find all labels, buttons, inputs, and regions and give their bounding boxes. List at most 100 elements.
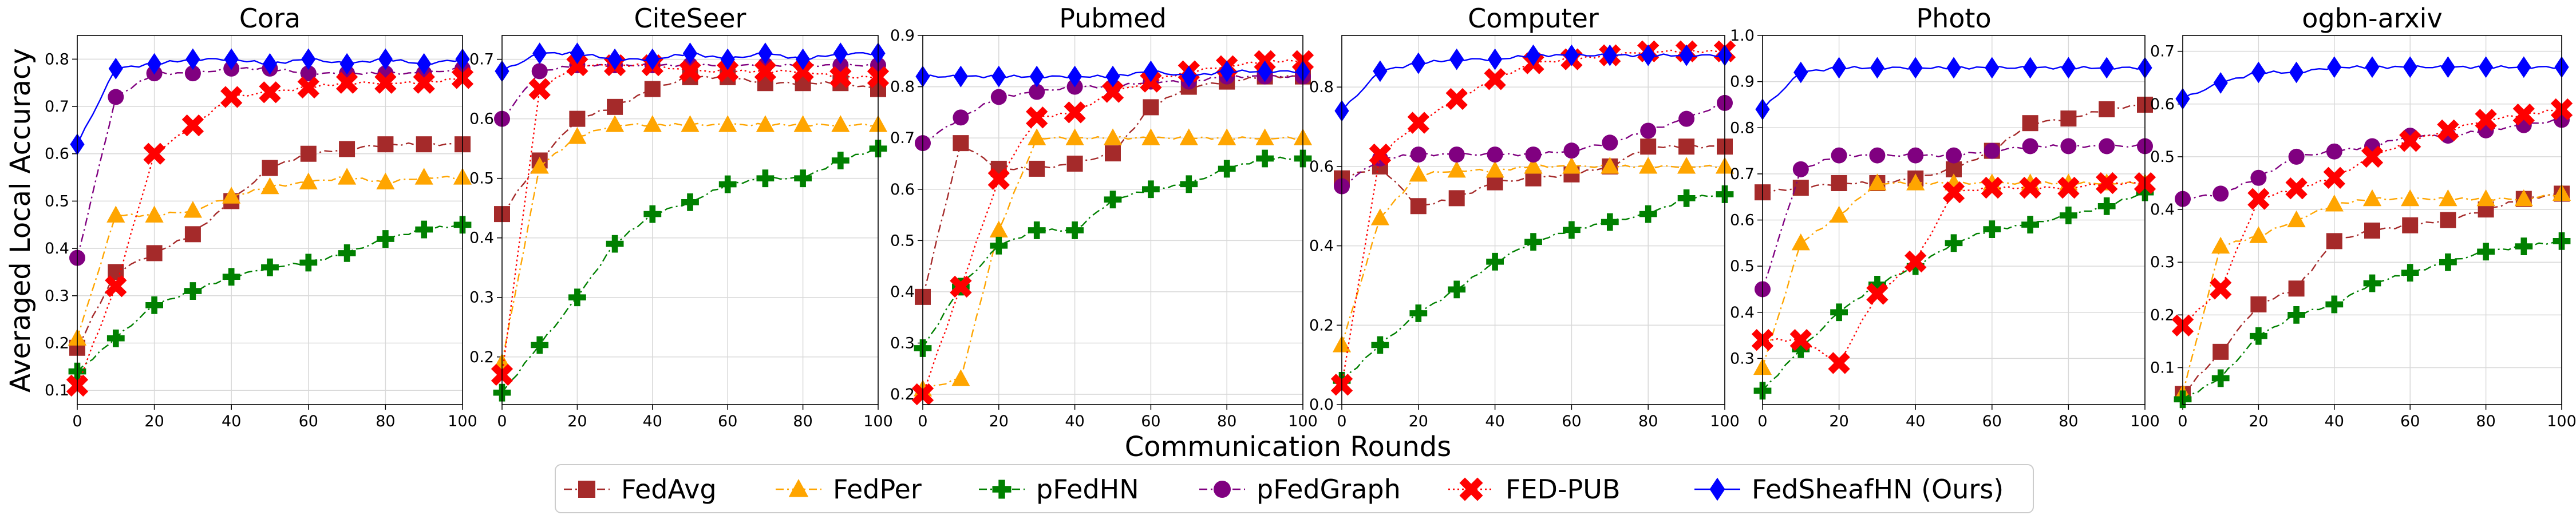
y-tick-label: 0.3 [1730, 350, 1755, 367]
data-point-fedper [1179, 128, 1198, 145]
data-point-fed-pub [2475, 109, 2497, 131]
data-point-pfedhn [2060, 207, 2077, 224]
series-fedper [68, 168, 472, 346]
legend-item-fed-pub: FED-PUB [1448, 474, 1621, 505]
data-point-fed-pub [181, 114, 204, 137]
data-point-fed-pub [2361, 145, 2384, 168]
data-point-pfedgraph [2288, 148, 2305, 165]
data-point-fedsheafhn-ours [1564, 44, 1579, 66]
series-line-fed-pub [1762, 181, 2146, 364]
data-point-pfedgraph [300, 65, 317, 82]
data-point-pfedhn [1104, 191, 1122, 209]
data-point-fedsheafhn-ours [796, 48, 811, 70]
data-point-fed-pub [297, 76, 319, 99]
series-line-fed-pub [2182, 108, 2562, 326]
data-point-pfedgraph [1602, 134, 1618, 151]
data-point-fed-pub [1445, 88, 1468, 110]
chart-title: ogbn-arxiv [2302, 3, 2442, 34]
data-point-pfedhn [377, 230, 394, 248]
data-point-fed-pub [2210, 278, 2232, 300]
y-tick-label: 0.5 [469, 170, 494, 188]
y-tick-label: 0.3 [469, 289, 494, 307]
data-point-fedper [260, 177, 279, 195]
data-point-fedsheafhn-ours [1526, 44, 1541, 66]
data-point-fedper [1830, 205, 1848, 223]
series-fed-pub [1751, 172, 2156, 374]
x-tick-label: 20 [1409, 413, 1428, 430]
x-tick-label: 0 [1337, 413, 1346, 430]
y-tick-label: 0.8 [1730, 119, 1755, 137]
y-tick-label: 0.1 [2150, 359, 2175, 377]
legend-marker [788, 479, 809, 497]
y-tick-label: 0.6 [1730, 212, 1755, 229]
x-tick-label: 40 [2325, 413, 2344, 430]
data-point-fed-pub [950, 275, 972, 298]
y-tick-label: 0.5 [45, 192, 69, 210]
data-point-fed-pub [754, 60, 777, 82]
y-tick-label: 0.1 [45, 382, 69, 399]
data-point-fedavg [1029, 160, 1045, 177]
y-tick-label: 0.2 [469, 348, 494, 366]
data-point-pfedgraph [1410, 146, 1427, 163]
data-point-pfedhn [1639, 205, 1657, 223]
data-point-fed-pub [1789, 328, 1812, 351]
chart-panel-computer: 0 20 40 60 80 100 0.0 0.2 0.4 0.6 0.8 Computer [1309, 3, 1740, 430]
data-point-pfedgraph [108, 89, 124, 105]
data-point-fedper [1791, 233, 1810, 251]
y-tick-label: 0.4 [890, 283, 915, 301]
data-point-fedsheafhn-ours [1946, 57, 1961, 79]
y-tick-label: 0.4 [1730, 304, 1755, 322]
data-point-fedsheafhn-ours [720, 48, 735, 70]
series-line-fedper [2182, 193, 2562, 394]
legend-label: FedPer [833, 474, 922, 505]
data-point-pfedgraph [2326, 143, 2342, 160]
x-tick-label: 40 [1065, 413, 1084, 430]
data-point-fedper [606, 115, 625, 132]
data-point-fedper [756, 115, 775, 132]
data-point-fedavg [2060, 110, 2077, 127]
y-tick-label: 0.2 [1309, 316, 1334, 334]
data-point-fedsheafhn-ours [2440, 56, 2455, 78]
x-tick-label: 40 [222, 413, 241, 430]
data-point-pfedgraph [1029, 84, 1045, 100]
data-point-pfedhn [794, 169, 812, 188]
data-point-pfedgraph [531, 63, 548, 80]
x-tick-label: 100 [448, 413, 477, 430]
x-tick-label: 60 [1982, 413, 2002, 430]
chart-title: CiteSeer [634, 3, 746, 34]
x-tick-label: 100 [2130, 413, 2160, 430]
data-point-fedsheafhn-ours [953, 65, 968, 88]
plot-frame [1762, 35, 2146, 405]
data-point-pfedhn [145, 296, 163, 314]
y-tick-label: 0.8 [45, 50, 69, 68]
data-point-fedavg [262, 160, 278, 176]
data-point-fedavg [953, 135, 969, 152]
data-point-fedsheafhn-ours [108, 57, 123, 80]
data-point-pfedhn [643, 205, 662, 223]
data-point-fedsheafhn-ours [1679, 44, 1694, 66]
data-point-fedavg [146, 245, 163, 262]
data-point-fedsheafhn-ours [1182, 65, 1196, 88]
data-point-fed-pub [374, 72, 397, 94]
data-point-pfedgraph [1792, 161, 1809, 177]
legend-item-pfedgraph: pFedGraph [1199, 474, 1401, 505]
data-point-fedsheafhn-ours [147, 53, 162, 75]
series-fedsheafhn-ours [915, 60, 1310, 88]
y-tick-label: 0.7 [45, 98, 69, 116]
data-point-fed-pub [2019, 176, 2041, 199]
legend-marker [578, 481, 595, 498]
legend-label: pFedHN [1036, 474, 1139, 505]
data-point-fedavg [1066, 155, 1083, 172]
data-point-fedper [530, 157, 549, 174]
x-tick-label: 80 [376, 413, 395, 430]
data-point-fedper [376, 172, 395, 189]
data-point-pfedhn [1486, 252, 1504, 271]
data-point-fedper [2287, 210, 2306, 228]
data-point-fed-pub [717, 60, 739, 82]
chart-panel-citeseer: 0 20 40 60 80 100 0.2 0.3 0.4 0.5 0.6 0.7 CiteSeer [469, 3, 893, 430]
data-point-pfedhn [338, 244, 356, 262]
data-point-fedsheafhn-ours [2327, 56, 2342, 78]
data-point-fedavg [2402, 217, 2419, 233]
data-point-pfedgraph [1487, 146, 1503, 163]
y-axis-label: Averaged Local Accuracy [5, 48, 37, 393]
